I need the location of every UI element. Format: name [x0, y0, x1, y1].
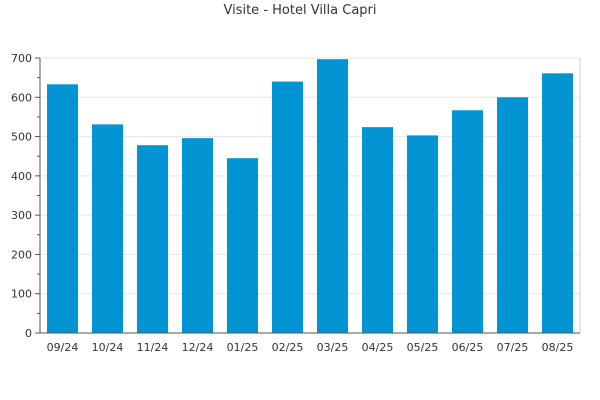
bar-07-25: [496, 97, 529, 333]
bar-03-25: [316, 59, 349, 334]
x-tick-label: 07/25: [497, 341, 529, 354]
x-tick-label: 09/24: [47, 341, 79, 354]
bar-12-24: [181, 138, 214, 333]
x-tick-label: 05/25: [407, 341, 439, 354]
bar-02-25: [271, 81, 304, 333]
bar-10-24: [91, 124, 124, 333]
chart-title: Visite - Hotel Villa Capri: [223, 3, 377, 18]
y-tick-label: 0: [25, 327, 32, 340]
bar-01-25: [226, 158, 259, 333]
x-tick-label: 11/24: [137, 341, 169, 354]
y-tick-label: 100: [11, 288, 32, 301]
y-tick-label: 600: [11, 91, 32, 104]
x-tick-label: 01/25: [227, 341, 259, 354]
y-tick-label: 400: [11, 170, 32, 183]
x-tick-label: 06/25: [452, 341, 484, 354]
y-tick-label: 200: [11, 248, 32, 261]
bar-06-25: [451, 110, 484, 333]
x-tick-label: 08/25: [542, 341, 574, 354]
bar-11-24: [136, 145, 169, 333]
bar-04-25: [361, 127, 394, 333]
bar-05-25: [406, 135, 439, 333]
y-tick-label: 300: [11, 209, 32, 222]
bar-09-24: [46, 84, 79, 333]
y-tick-label: 500: [11, 131, 32, 144]
x-tick-label: 02/25: [272, 341, 304, 354]
x-tick-label: 12/24: [182, 341, 214, 354]
x-tick-label: 04/25: [362, 341, 394, 354]
bar-08-25: [541, 73, 574, 333]
x-tick-label: 10/24: [92, 341, 124, 354]
y-tick-label: 700: [11, 52, 32, 65]
x-tick-label: 03/25: [317, 341, 349, 354]
